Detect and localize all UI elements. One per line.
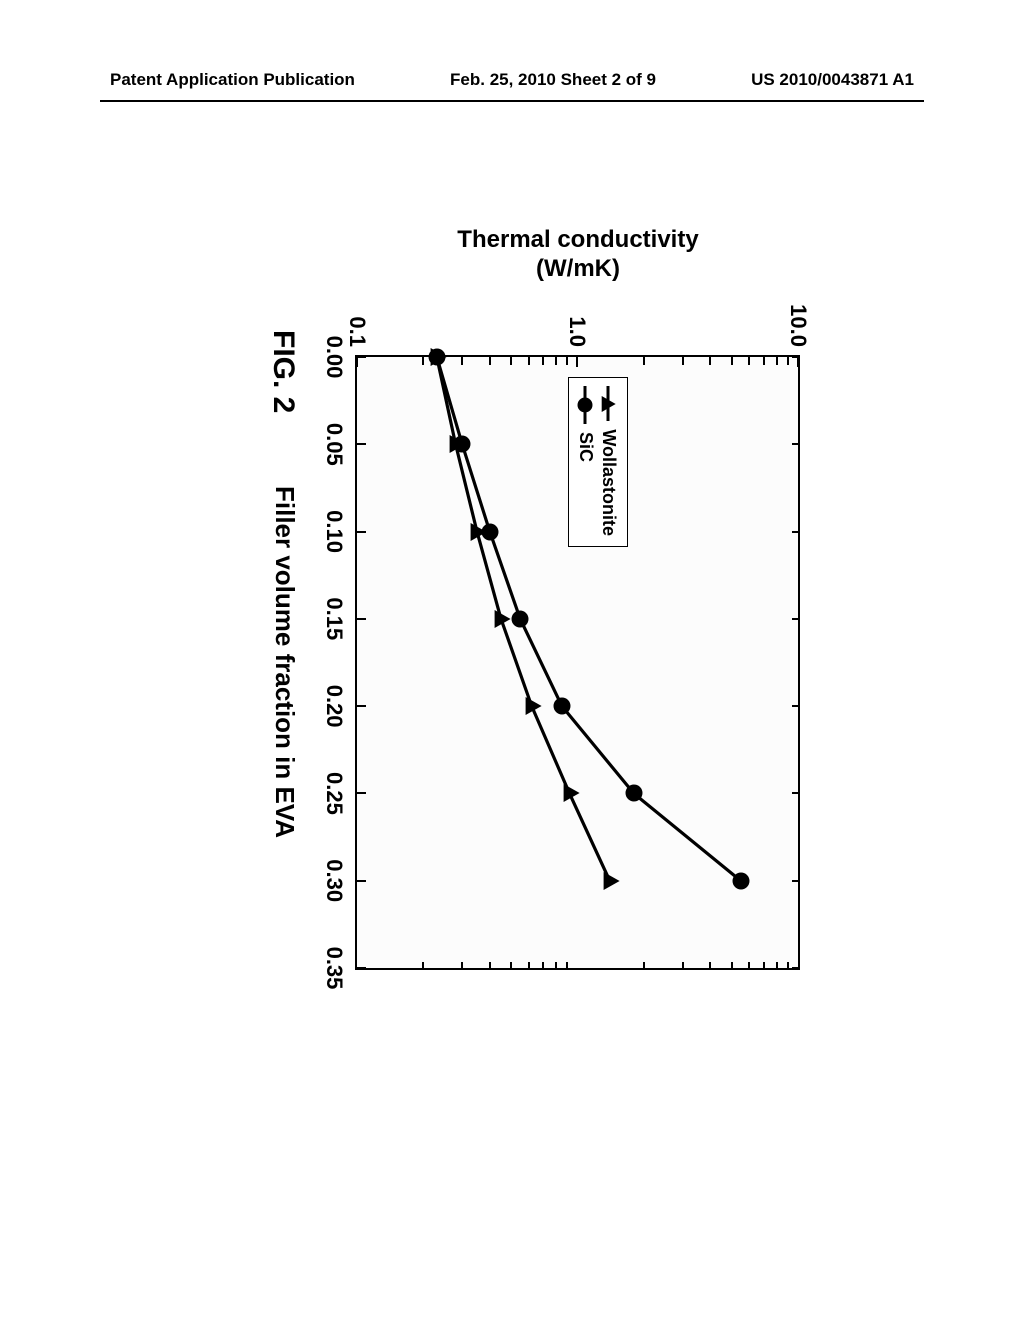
xtick-mark bbox=[357, 618, 366, 620]
plot-box: Wollastonite SiC 0.000.050.100.150.200. bbox=[355, 355, 800, 970]
xtick-label: 0.10 bbox=[321, 510, 357, 553]
xtick-label: 0.05 bbox=[321, 423, 357, 466]
figure-label: FIG. 2 bbox=[266, 330, 300, 413]
marker-triangle bbox=[471, 523, 487, 541]
ytick-minor-mark-right bbox=[763, 962, 765, 968]
ytick-minor-mark bbox=[461, 357, 463, 365]
ytick-minor-mark bbox=[542, 357, 544, 365]
ytick-mark bbox=[797, 357, 799, 367]
y-axis-title-line2: (W/mK) bbox=[536, 255, 620, 282]
xtick-mark bbox=[357, 880, 366, 882]
legend-item-wollastonite: Wollastonite bbox=[598, 386, 619, 536]
ytick-minor-mark-right bbox=[528, 962, 530, 968]
xtick-mark-top bbox=[792, 792, 798, 794]
xtick-mark-top bbox=[792, 443, 798, 445]
xtick-mark bbox=[357, 443, 366, 445]
ytick-minor-mark bbox=[566, 357, 568, 365]
ytick-minor-mark bbox=[643, 357, 645, 365]
xtick-mark-top bbox=[792, 967, 798, 969]
legend-label-wollastonite: Wollastonite bbox=[598, 429, 619, 536]
marker-triangle bbox=[449, 435, 465, 453]
ytick-minor-mark bbox=[682, 357, 684, 365]
ytick-label: 10.0 bbox=[785, 304, 811, 357]
ytick-minor-mark-right bbox=[731, 962, 733, 968]
ytick-minor-mark bbox=[731, 357, 733, 365]
header-right: US 2010/0043871 A1 bbox=[751, 70, 914, 90]
ytick-minor-mark-right bbox=[566, 962, 568, 968]
marker-circle bbox=[428, 349, 445, 366]
ytick-minor-mark-right bbox=[555, 962, 557, 968]
triangle-icon bbox=[602, 396, 616, 412]
ytick-minor-mark bbox=[787, 357, 789, 365]
ytick-minor-mark-right bbox=[643, 962, 645, 968]
circle-icon bbox=[578, 398, 593, 413]
header-divider bbox=[100, 100, 924, 102]
xtick-mark bbox=[357, 531, 366, 533]
xtick-mark-top bbox=[792, 705, 798, 707]
marker-triangle bbox=[495, 610, 511, 628]
x-axis-title: Filler volume fraction in EVA bbox=[269, 486, 300, 838]
ytick-minor-mark bbox=[528, 357, 530, 365]
xtick-mark bbox=[357, 705, 366, 707]
header-left: Patent Application Publication bbox=[110, 70, 355, 90]
header-center: Feb. 25, 2010 Sheet 2 of 9 bbox=[450, 70, 656, 90]
ytick-mark bbox=[356, 357, 358, 367]
legend-swatch-triangle bbox=[601, 386, 617, 421]
ytick-mark bbox=[577, 357, 579, 367]
marker-circle bbox=[732, 872, 749, 889]
legend-label-sic: SiC bbox=[575, 432, 596, 462]
y-axis-title: Thermal conductivity (W/mK) bbox=[457, 226, 698, 284]
xtick-mark bbox=[357, 792, 366, 794]
ytick-minor-mark bbox=[763, 357, 765, 365]
ytick-minor-mark-right bbox=[461, 962, 463, 968]
legend-box: Wollastonite SiC bbox=[568, 377, 628, 547]
ytick-minor-mark-right bbox=[510, 962, 512, 968]
ytick-minor-mark-right bbox=[682, 962, 684, 968]
ytick-minor-mark bbox=[709, 357, 711, 365]
marker-triangle bbox=[525, 697, 541, 715]
ytick-minor-mark bbox=[422, 357, 424, 365]
marker-circle bbox=[481, 523, 498, 540]
xtick-mark-top bbox=[792, 531, 798, 533]
ytick-minor-mark-right bbox=[709, 962, 711, 968]
legend-item-sic: SiC bbox=[575, 386, 596, 536]
xtick-mark-top bbox=[792, 618, 798, 620]
ytick-label: 0.1 bbox=[344, 316, 370, 357]
xtick-label: 0.15 bbox=[321, 597, 357, 640]
marker-circle bbox=[625, 785, 642, 802]
figure-area: Thermal conductivity (W/mK) Wollastonite bbox=[140, 200, 860, 1160]
page-header: Patent Application Publication Feb. 25, … bbox=[0, 70, 1024, 90]
marker-triangle bbox=[563, 784, 579, 802]
ytick-minor-mark-right bbox=[489, 962, 491, 968]
ytick-label: 1.0 bbox=[565, 316, 591, 357]
marker-circle bbox=[553, 698, 570, 715]
ytick-minor-mark bbox=[489, 357, 491, 365]
marker-triangle bbox=[603, 872, 619, 890]
xtick-mark bbox=[357, 967, 366, 969]
ytick-minor-mark-right bbox=[422, 962, 424, 968]
ytick-minor-mark-right bbox=[748, 962, 750, 968]
ytick-minor-mark bbox=[555, 357, 557, 365]
ytick-minor-mark bbox=[776, 357, 778, 365]
marker-triangle bbox=[430, 348, 446, 366]
ytick-minor-mark-right bbox=[542, 962, 544, 968]
marker-circle bbox=[454, 436, 471, 453]
ytick-minor-mark bbox=[510, 357, 512, 365]
rotated-wrapper: Thermal conductivity (W/mK) Wollastonite bbox=[140, 200, 860, 1160]
xtick-label: 0.20 bbox=[321, 685, 357, 728]
ytick-minor-mark-right bbox=[787, 962, 789, 968]
y-axis-title-line1: Thermal conductivity bbox=[457, 226, 698, 253]
ytick-minor-mark-right bbox=[776, 962, 778, 968]
xtick-mark-top bbox=[792, 880, 798, 882]
xtick-label: 0.25 bbox=[321, 772, 357, 815]
marker-circle bbox=[512, 610, 529, 627]
xtick-label: 0.35 bbox=[321, 947, 357, 990]
chart-container: Thermal conductivity (W/mK) Wollastonite bbox=[140, 200, 860, 1160]
ytick-minor-mark bbox=[748, 357, 750, 365]
legend-swatch-circle bbox=[578, 386, 594, 424]
xtick-label: 0.30 bbox=[321, 859, 357, 902]
